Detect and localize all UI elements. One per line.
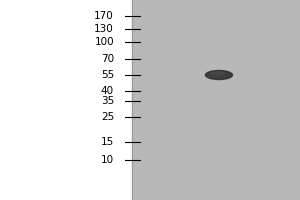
- Text: 25: 25: [101, 112, 114, 122]
- Ellipse shape: [206, 71, 233, 79]
- Text: 70: 70: [101, 54, 114, 64]
- Text: 100: 100: [94, 37, 114, 47]
- Text: 170: 170: [94, 11, 114, 21]
- Text: 10: 10: [101, 155, 114, 165]
- Text: 35: 35: [101, 96, 114, 106]
- Text: 15: 15: [101, 137, 114, 147]
- Text: 40: 40: [101, 86, 114, 96]
- Bar: [0, 0, 132, 200]
- Bar: [132, 0, 300, 200]
- Text: 55: 55: [101, 70, 114, 80]
- Ellipse shape: [211, 72, 224, 74]
- Text: 130: 130: [94, 24, 114, 34]
